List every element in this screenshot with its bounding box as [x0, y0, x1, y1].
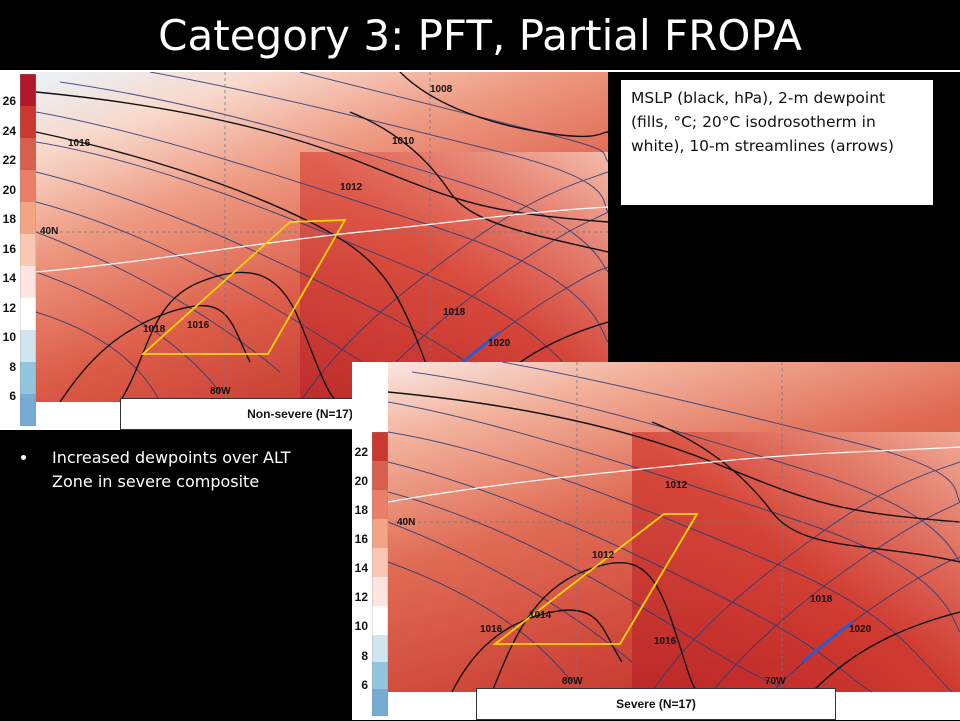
colorbar-tick: 10 [2, 330, 16, 344]
svg-text:1020: 1020 [849, 624, 872, 635]
svg-text:1016: 1016 [654, 636, 677, 647]
svg-text:1016: 1016 [187, 320, 210, 331]
legend-description: MSLP (black, hPa), 2-m dewpoint (fills, … [621, 80, 933, 205]
nonsevere-map-graphic: 1008 1016 1010 1012 1018 1016 1018 1020 … [35, 72, 608, 403]
svg-text:1012: 1012 [340, 182, 363, 193]
severe-map-graphic: 1012 1012 1014 1016 1016 1018 1020 40N 8… [387, 362, 960, 693]
colorbar-tick: 8 [9, 360, 16, 374]
severe-colorbar [371, 431, 389, 717]
colorbar-tick: 8 [361, 649, 368, 663]
title-divider [0, 70, 960, 72]
severe-panel-label: Severe (N=17) [476, 688, 836, 720]
svg-text:1018: 1018 [143, 324, 166, 335]
svg-text:40N: 40N [397, 517, 415, 528]
colorbar-tick: 12 [2, 301, 16, 315]
svg-text:70W: 70W [765, 676, 786, 687]
colorbar-tick: 6 [9, 389, 16, 403]
colorbar-tick: 20 [2, 183, 16, 197]
svg-text:1020: 1020 [488, 338, 511, 349]
svg-text:40N: 40N [40, 226, 58, 237]
map-panel-severe: 1012 1012 1014 1016 1016 1018 1020 40N 8… [352, 362, 960, 720]
svg-text:1012: 1012 [592, 550, 615, 561]
svg-text:1012: 1012 [665, 480, 688, 491]
colorbar-tick: 16 [354, 532, 368, 546]
colorbar-tick: 6 [361, 678, 368, 692]
svg-text:1018: 1018 [810, 594, 833, 605]
svg-text:1010: 1010 [392, 136, 415, 147]
svg-text:80W: 80W [210, 386, 231, 397]
bullet-item: Increased dewpoints over ALT Zone in sev… [38, 446, 320, 494]
colorbar-tick: 20 [354, 474, 368, 488]
svg-text:80W: 80W [562, 676, 583, 687]
severe-alt-zone [492, 513, 699, 645]
colorbar-tick: 10 [354, 619, 368, 633]
colorbar-tick: 24 [2, 124, 16, 138]
bullet-list: Increased dewpoints over ALT Zone in sev… [20, 446, 320, 494]
colorbar-tick: 26 [2, 94, 16, 108]
nonsevere-colorbar [19, 73, 37, 427]
slide-title: Category 3: PFT, Partial FROPA [158, 11, 802, 60]
colorbar-tick: 14 [2, 271, 16, 285]
colorbar-tick: 14 [354, 561, 368, 575]
svg-text:1014: 1014 [529, 610, 552, 621]
colorbar-tick: 18 [2, 212, 16, 226]
svg-text:1008: 1008 [430, 84, 453, 95]
svg-text:1016: 1016 [480, 624, 503, 635]
colorbar-tick: 22 [2, 153, 16, 167]
colorbar-tick: 12 [354, 590, 368, 604]
nonsevere-alt-zone [140, 219, 347, 355]
svg-text:1016: 1016 [68, 138, 91, 149]
colorbar-tick: 22 [354, 445, 368, 459]
colorbar-tick: 16 [2, 242, 16, 256]
colorbar-tick: 18 [354, 503, 368, 517]
svg-text:1018: 1018 [443, 307, 466, 318]
